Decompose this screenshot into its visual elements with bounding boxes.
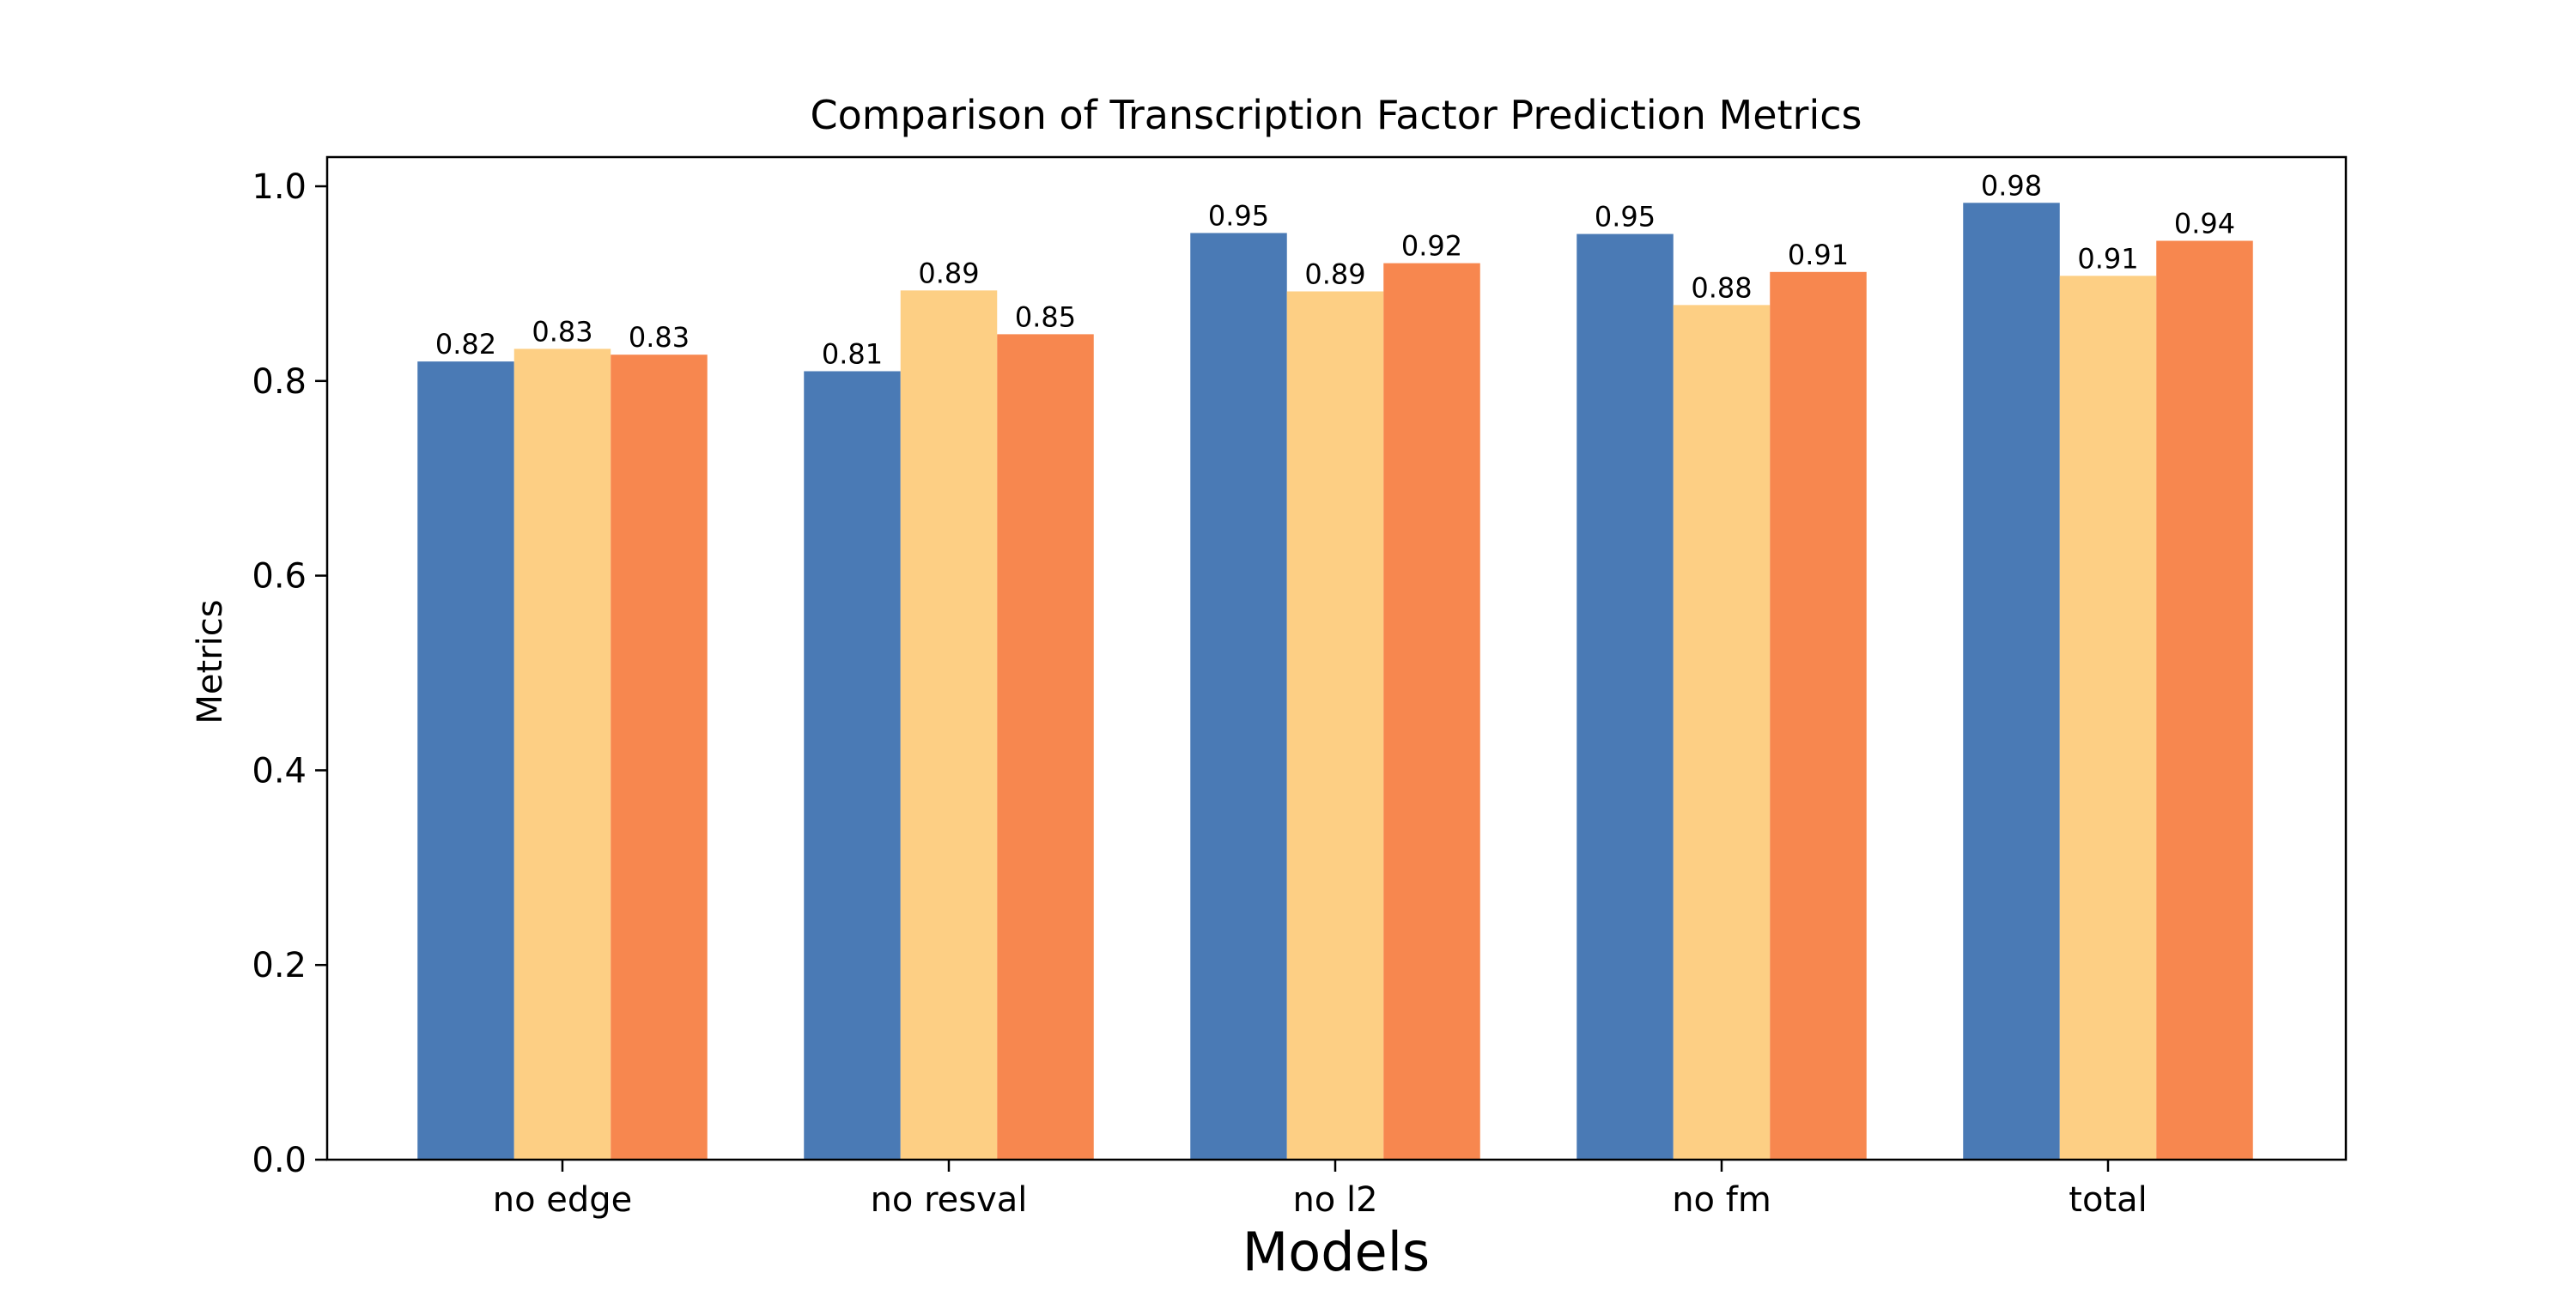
data-label: 0.95 (1595, 201, 1656, 233)
bar (1577, 233, 1674, 1160)
bar (1770, 271, 1867, 1161)
data-label: 0.82 (435, 328, 496, 361)
data-label: 0.98 (1981, 169, 2042, 202)
bar (2156, 240, 2253, 1160)
data-label: 0.94 (2174, 208, 2235, 240)
bar (513, 349, 611, 1160)
y-tick-label: 0.8 (252, 362, 307, 402)
y-tick-label: 0.6 (252, 557, 307, 597)
bar (1286, 291, 1384, 1160)
bar (997, 334, 1094, 1160)
x-axis-label: Models (1242, 1221, 1430, 1283)
bar (1190, 233, 1287, 1161)
bar (611, 355, 708, 1160)
bar (2059, 276, 2157, 1160)
plot-frame (325, 155, 2348, 1161)
y-tick-label: 0.0 (252, 1141, 307, 1180)
data-label: 0.91 (1788, 239, 1849, 271)
data-label: 0.83 (629, 321, 690, 354)
data-label: 0.95 (1208, 199, 1269, 232)
data-label: 0.92 (1401, 230, 1462, 263)
data-label: 0.83 (532, 315, 592, 348)
bar (1673, 305, 1771, 1160)
data-label: 0.88 (1691, 271, 1752, 304)
x-tick-label: no edge (493, 1180, 633, 1220)
bar (900, 290, 998, 1160)
bar (1383, 263, 1480, 1160)
chart-title: Comparison of Transcription Factor Predi… (810, 92, 1862, 138)
data-label: 0.85 (1015, 300, 1076, 333)
data-label: 0.89 (918, 257, 979, 289)
y-axis-label: Metrics (191, 599, 230, 724)
data-label: 0.81 (822, 337, 883, 370)
bar (417, 361, 514, 1160)
bar (1963, 203, 2060, 1160)
x-tick-label: no resval (871, 1180, 1028, 1220)
x-tick-label: no l2 (1292, 1180, 1377, 1220)
y-tick-label: 1.0 (252, 167, 307, 207)
data-label: 0.91 (2077, 242, 2138, 275)
x-tick-label: no fm (1672, 1180, 1771, 1220)
bar (804, 371, 901, 1161)
plot-marks: 0.82 0.83 0.83 no edge 0.81 0.89 0.85 no resval… (252, 167, 2253, 1220)
y-tick-label: 0.2 (252, 946, 307, 985)
x-tick-label: total (2069, 1180, 2147, 1220)
y-tick-label: 0.4 (252, 751, 307, 791)
data-label: 0.89 (1304, 258, 1365, 290)
